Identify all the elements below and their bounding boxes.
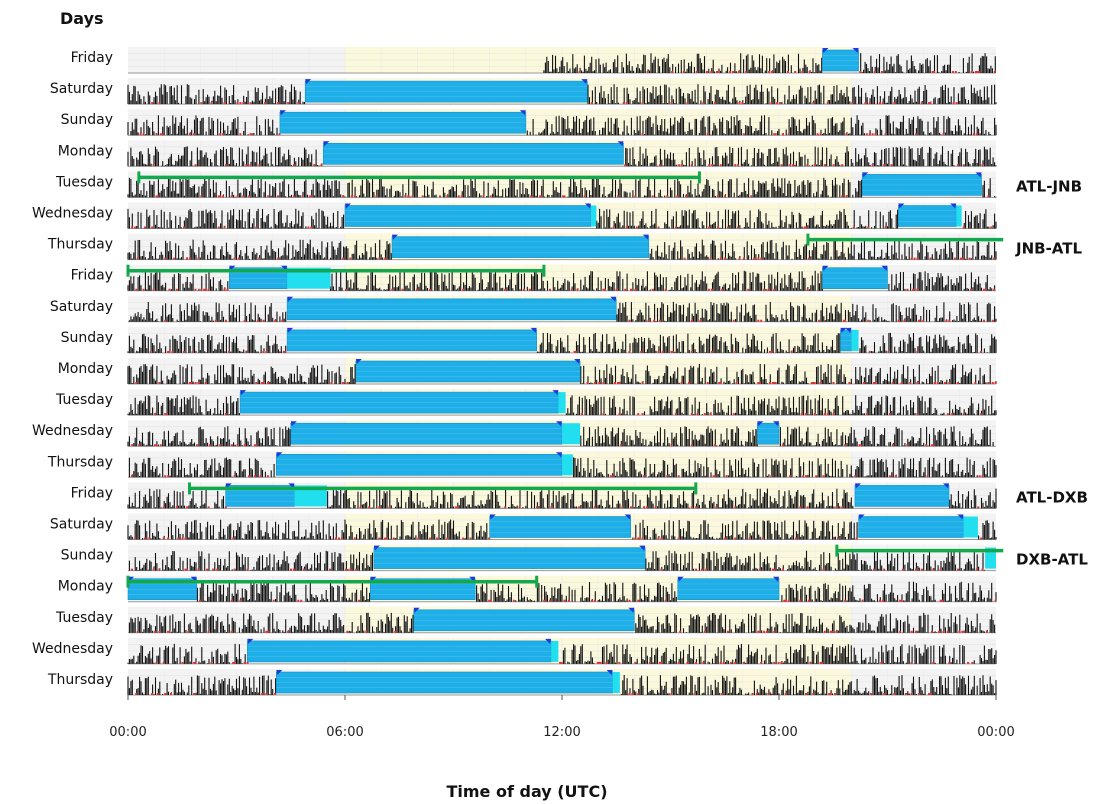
day-label: Saturday xyxy=(50,299,113,315)
travel-label: DXB-ATL xyxy=(1016,551,1088,569)
x-axis-label: Time of day (UTC) xyxy=(446,782,607,801)
day-label: Sunday xyxy=(61,548,113,564)
day-label: Saturday xyxy=(50,517,113,533)
day-label: Tuesday xyxy=(55,392,113,408)
travel-label: ATL-DXB xyxy=(1016,488,1088,506)
day-rows: Friday Saturday Sunday Monday Tuesday Wednesd… xyxy=(32,47,997,695)
x-tick-label: 00:00 xyxy=(109,725,146,740)
day-row: Thursday xyxy=(47,669,996,695)
light-sleep-band xyxy=(551,641,558,662)
day-label: Friday xyxy=(71,50,113,66)
day-row: Wednesday xyxy=(32,420,996,446)
day-row: Tuesday xyxy=(55,171,996,197)
day-row: Thursday xyxy=(47,234,996,260)
day-row: Wednesday xyxy=(32,203,996,229)
light-sleep-band xyxy=(562,454,573,475)
light-sleep-band xyxy=(562,423,580,444)
day-row: Tuesday xyxy=(55,389,996,415)
day-row: Monday xyxy=(58,358,997,384)
x-axis-ticks: 00:00 06:00 12:00 18:00 00:00 xyxy=(109,695,1014,740)
day-row: Saturday xyxy=(50,78,996,104)
day-label: Thursday xyxy=(47,454,113,470)
light-sleep-band xyxy=(851,330,858,351)
x-tick-label: 00:00 xyxy=(977,725,1014,740)
day-row: Saturday xyxy=(50,296,996,322)
light-sleep-band xyxy=(591,206,596,227)
travel-label: ATL-JNB xyxy=(1016,177,1082,195)
day-label: Friday xyxy=(71,268,113,284)
day-label: Thursday xyxy=(47,237,113,253)
light-sleep-band xyxy=(963,517,977,538)
day-row: Monday xyxy=(58,576,997,602)
day-row: Monday xyxy=(58,140,996,166)
day-row: Friday xyxy=(71,482,996,508)
day-label: Wednesday xyxy=(32,641,113,657)
day-label: Sunday xyxy=(61,330,113,346)
light-sleep-band xyxy=(956,206,961,227)
day-row: Friday xyxy=(71,47,996,73)
day-row: Friday xyxy=(71,265,996,291)
day-label: Saturday xyxy=(50,81,113,97)
day-label: Wednesday xyxy=(32,423,113,439)
chart-title: Days xyxy=(60,9,104,28)
x-tick-label: 18:00 xyxy=(760,725,797,740)
day-label: Sunday xyxy=(61,112,113,128)
x-tick-label: 12:00 xyxy=(543,725,580,740)
x-tick-label: 06:00 xyxy=(326,725,363,740)
light-sleep-band xyxy=(558,392,565,413)
day-row: Saturday xyxy=(50,514,996,540)
day-label: Monday xyxy=(58,361,113,377)
day-row: Wednesday xyxy=(32,638,996,664)
day-label: Wednesday xyxy=(32,206,113,222)
day-row: Sunday xyxy=(61,109,996,135)
day-row: Sunday xyxy=(61,545,996,571)
light-sleep-band xyxy=(613,672,620,693)
day-label: Friday xyxy=(71,485,113,501)
day-label: Tuesday xyxy=(55,610,113,626)
day-row: Tuesday xyxy=(55,607,996,633)
travel-label: JNB-ATL xyxy=(1015,240,1082,258)
day-label: Tuesday xyxy=(55,174,113,190)
day-label: Monday xyxy=(58,579,113,595)
day-label: Monday xyxy=(58,143,113,159)
day-row: Thursday xyxy=(47,451,996,477)
day-row: Sunday xyxy=(61,327,996,353)
day-label: Thursday xyxy=(47,672,113,688)
